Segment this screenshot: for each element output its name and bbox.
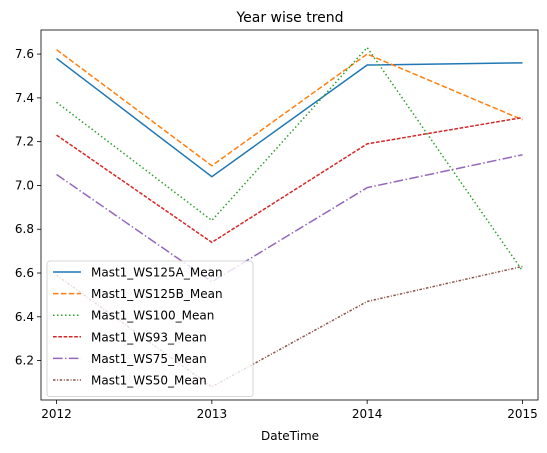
y-tick-label: 6.4 <box>15 310 34 324</box>
x-axis-label: DateTime <box>261 429 319 443</box>
legend-label: Mast1_WS125A_Mean <box>91 266 223 280</box>
series-line-Mast1_WS75_Mean <box>56 154 523 283</box>
y-tick-label: 6.8 <box>15 222 34 236</box>
series-line-Mast1_WS93_Mean <box>56 116 523 244</box>
y-tick-label: 7.4 <box>15 91 34 105</box>
series-line-Mast1_WS125A_Mean <box>56 57 523 178</box>
y-tick-label: 7.0 <box>15 178 34 192</box>
legend-label: Mast1_WS100_Mean <box>91 309 214 323</box>
y-axis: 6.2 6.4 6.6 6.8 7.0 7.2 7.4 7.6 <box>15 47 41 368</box>
legend-label: Mast1_WS75_Mean <box>91 352 207 366</box>
series-line-Mast1_WS100_Mean <box>56 46 524 272</box>
y-tick-label: 6.2 <box>15 354 34 368</box>
legend-label: Mast1_WS50_Mean <box>91 374 207 388</box>
chart-title: Year wise trend <box>235 10 343 26</box>
y-tick-label: 6.6 <box>15 266 34 280</box>
x-axis: 2012 2013 2014 2015 <box>41 400 538 421</box>
x-tick-label: 2012 <box>41 407 72 421</box>
y-tick-label: 7.6 <box>15 47 34 61</box>
plot-frame <box>40 29 539 401</box>
legend-box <box>46 260 254 398</box>
y-tick-label: 7.2 <box>15 135 34 149</box>
x-tick-label: 2014 <box>352 407 383 421</box>
x-tick-label: 2013 <box>197 407 228 421</box>
x-tick-label: 2015 <box>507 407 538 421</box>
series-line-Mast1_WS125B_Mean <box>56 49 523 167</box>
legend-label: Mast1_WS125B_Mean <box>91 287 223 301</box>
legend-label: Mast1_WS93_Mean <box>91 330 207 344</box>
legend: Mast1_WS125A_Mean Mast1_WS125B_Mean Mast1_… <box>46 260 254 398</box>
